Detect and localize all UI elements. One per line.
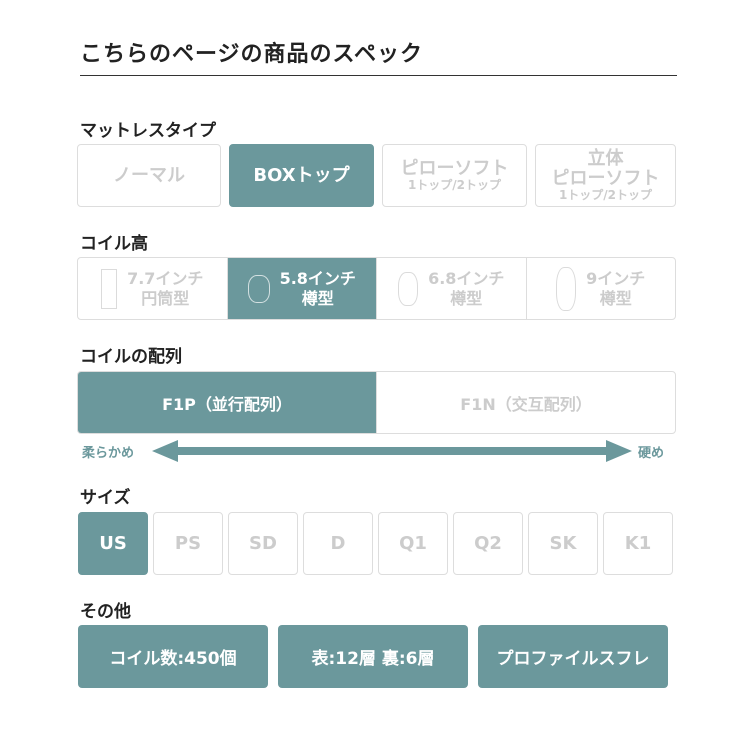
coil-option-5-8[interactable]: 5.8インチ 樽型: [226, 258, 376, 319]
coil-shape: 樽型: [301, 288, 334, 308]
coil-option-6-8[interactable]: 6.8インチ 樽型: [376, 258, 526, 319]
cylinder-coil-icon: [101, 268, 118, 309]
layout-f1p[interactable]: F1P（並行配列）: [78, 372, 376, 433]
coil-label: 9インチ: [586, 268, 646, 288]
page-title: こちらのページの商品のスペック: [80, 42, 424, 67]
option-label: ノーマル: [113, 164, 185, 186]
option-normal[interactable]: ノーマル: [77, 144, 221, 207]
coil-option-7-7[interactable]: 7.7インチ 円筒型: [78, 258, 227, 319]
barrel-coil-icon: [556, 266, 577, 311]
coil-shape: 円筒型: [141, 288, 190, 308]
coil-option-9[interactable]: 9インチ 樽型: [525, 258, 676, 319]
layout-f1n[interactable]: F1N（交互配列）: [376, 372, 675, 433]
option-pillow-soft[interactable]: ピローソフト 1トップ/2トップ: [382, 144, 527, 207]
coil-label: 6.8インチ: [428, 268, 505, 288]
size-d[interactable]: D: [303, 512, 373, 575]
coil-height-group: 7.7インチ 円筒型 5.8インチ 樽型 6.8インチ 樽型 9インチ 樽型: [77, 257, 676, 320]
barrel-coil-icon: [247, 274, 270, 303]
option-label: ピローソフト: [400, 158, 509, 179]
coil-label: 5.8インチ: [279, 268, 356, 288]
divider: [80, 75, 677, 76]
size-us[interactable]: US: [78, 512, 148, 575]
firmness-arrow-icon: [152, 440, 632, 462]
size-heading: サイズ: [80, 488, 131, 508]
coil-height-heading: コイル高: [80, 234, 148, 254]
size-k1[interactable]: K1: [603, 512, 673, 575]
option-box-top[interactable]: BOXトップ: [229, 144, 374, 207]
coil-layout-group: F1P（並行配列） F1N（交互配列）: [77, 371, 676, 434]
option-label: ピローソフト: [551, 167, 660, 189]
size-q2[interactable]: Q2: [453, 512, 523, 575]
coil-layout-heading: コイルの配列: [80, 347, 182, 367]
tag-layers: 表:12層 裏:6層: [278, 625, 468, 688]
barrel-coil-icon: [398, 271, 419, 306]
option-sub: 1トップ/2トップ: [407, 177, 502, 192]
coil-shape: 樽型: [450, 288, 483, 308]
coil-label: 7.7インチ: [127, 268, 204, 288]
hard-label: 硬め: [638, 446, 665, 461]
option-label: BOXトップ: [253, 164, 350, 186]
layout-label: F1N（交互配列）: [460, 394, 592, 414]
size-ps[interactable]: PS: [153, 512, 223, 575]
size-sd[interactable]: SD: [228, 512, 298, 575]
mattress-type-heading: マットレスタイプ: [80, 121, 216, 141]
size-sk[interactable]: SK: [528, 512, 598, 575]
size-q1[interactable]: Q1: [378, 512, 448, 575]
other-heading: その他: [80, 602, 131, 622]
tag-profile-souffle: プロファイルスフレ: [478, 625, 668, 688]
coil-shape: 樽型: [599, 288, 632, 308]
layout-label: F1P（並行配列）: [162, 394, 292, 414]
soft-label: 柔らかめ: [82, 446, 135, 461]
option-3d-pillow-soft[interactable]: 立体 ピローソフト 1トップ/2トップ: [535, 144, 676, 207]
tag-coil-count: コイル数:450個: [78, 625, 268, 688]
option-label: 立体: [587, 148, 624, 170]
option-sub: 1トップ/2トップ: [558, 187, 653, 202]
